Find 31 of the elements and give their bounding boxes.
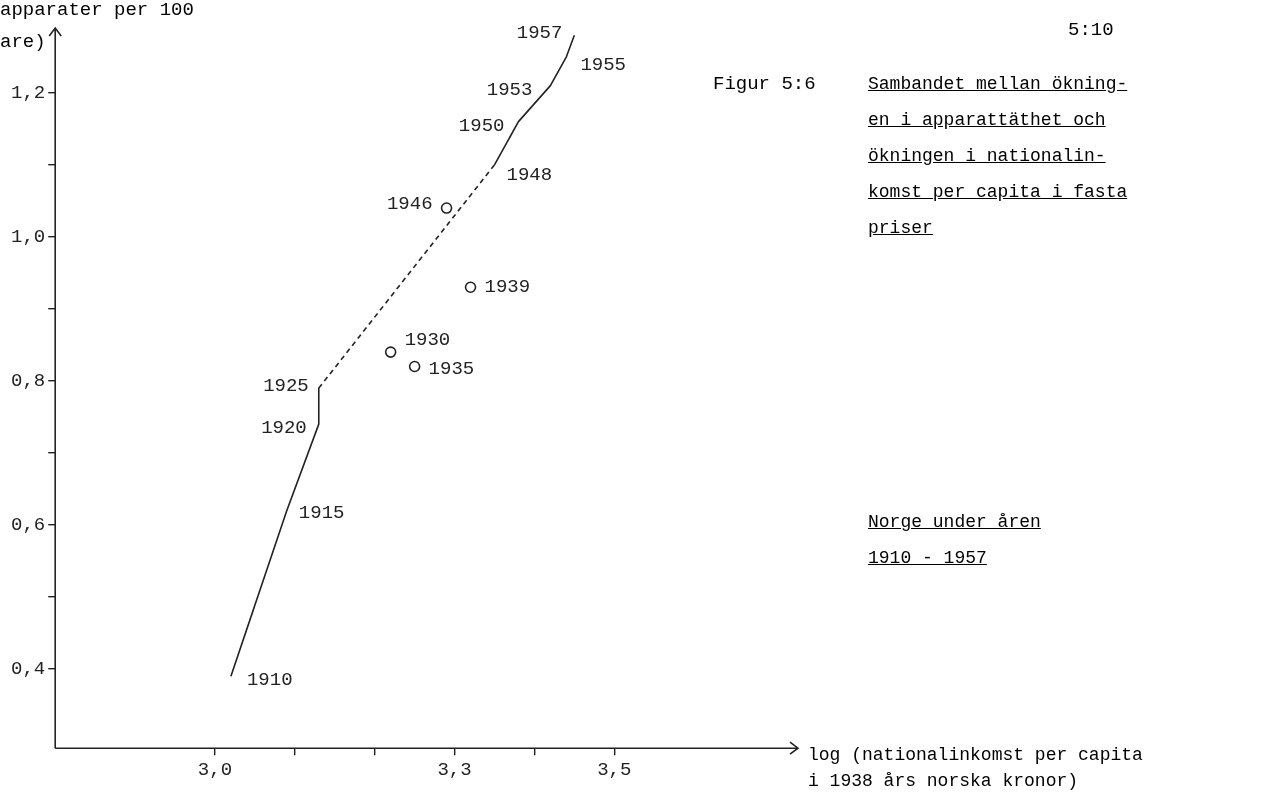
annotation: 1957 bbox=[516, 22, 563, 45]
y-tick-label: 0,8 bbox=[10, 369, 46, 392]
x-tick-label: 3,3 bbox=[437, 758, 472, 781]
annotation: 1915 bbox=[298, 501, 345, 524]
annotation: 1920 bbox=[261, 417, 307, 440]
annotation: 1953 bbox=[486, 78, 533, 101]
annotation: 1946 bbox=[386, 193, 433, 216]
annotation: 1950 bbox=[458, 114, 505, 137]
annotation: Figur 5:6 bbox=[713, 72, 816, 97]
y-tick-label: 1,2 bbox=[10, 81, 46, 104]
point bbox=[464, 281, 477, 294]
point bbox=[408, 360, 421, 373]
y-axis-title: apparater per 100 are) bbox=[0, 0, 194, 55]
annotation: 1948 bbox=[506, 163, 553, 186]
annotation: 1925 bbox=[263, 375, 309, 398]
annotation: 1955 bbox=[580, 53, 626, 76]
x-tick-label: 3,0 bbox=[197, 758, 233, 781]
y-tick-label: 1,0 bbox=[10, 225, 46, 248]
annotation: 1930 bbox=[404, 329, 451, 352]
point bbox=[440, 202, 453, 214]
x-axis-title: log (nationalinkomst per capita i 1938 års norska kronor) bbox=[808, 744, 1143, 793]
y-tick-label: 0,6 bbox=[10, 513, 46, 536]
text: Sambandet mellan ökning- en i apparattäthet och ökningen i nationalin- komst per capita i fasta priser bbox=[868, 73, 1128, 240]
annotation: 1935 bbox=[428, 357, 475, 380]
text: 5:10 bbox=[1068, 18, 1114, 43]
x-tick-label: 3,5 bbox=[597, 758, 632, 781]
y-tick-label: 0,4 bbox=[10, 658, 46, 681]
annotation: 1939 bbox=[484, 276, 531, 299]
annotation: 1910 bbox=[246, 669, 293, 692]
text: Norge under åren 1910 - 1957 bbox=[868, 511, 1041, 570]
point bbox=[384, 346, 397, 358]
